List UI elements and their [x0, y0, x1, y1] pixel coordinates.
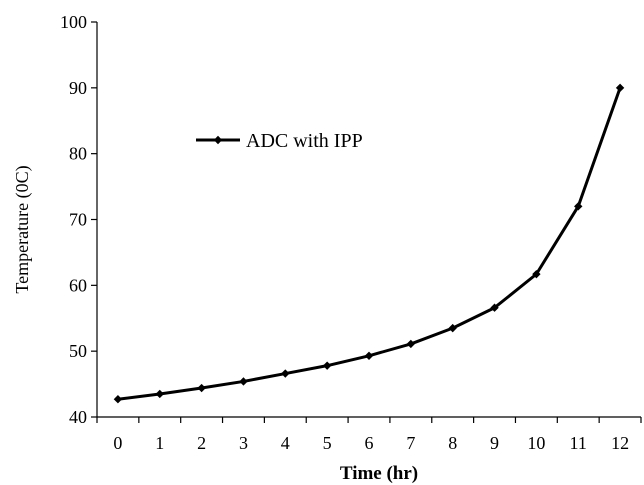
x-tick-label: 12 — [611, 433, 629, 453]
data-point — [281, 369, 290, 378]
data-point — [322, 361, 332, 370]
x-tick-label: 4 — [281, 433, 290, 453]
x-tick-label: 1 — [155, 433, 164, 453]
x-tick-label: 10 — [527, 433, 545, 453]
data-point — [574, 202, 583, 211]
data-point — [197, 383, 206, 393]
legend-label: ADC with IPP — [246, 130, 363, 152]
data-point — [406, 339, 416, 349]
x-axis-title: Time (hr) — [340, 463, 418, 484]
x-tick-label: 5 — [323, 433, 332, 453]
y-tick-label: 100 — [60, 12, 87, 32]
x-tick-label: 0 — [113, 433, 122, 453]
data-point — [364, 351, 374, 360]
data-point — [448, 323, 457, 333]
x-tick-label: 11 — [570, 433, 587, 453]
y-axis: 40 50 60 70 80 90 100 — [60, 12, 98, 427]
y-tick-label: 50 — [69, 341, 87, 361]
data-point — [113, 395, 123, 404]
data-point — [239, 377, 248, 386]
x-tick-label: 2 — [197, 433, 206, 453]
x-tick-label: 7 — [406, 433, 415, 453]
x-tick-label: 9 — [490, 433, 499, 453]
legend-marker — [213, 135, 223, 145]
legend: ADC with IPP — [196, 130, 363, 152]
series-layer — [113, 83, 625, 404]
x-tick-label: 8 — [448, 433, 457, 453]
data-point — [532, 269, 541, 279]
y-tick-label: 90 — [69, 78, 87, 98]
y-tick-label: 60 — [69, 275, 87, 295]
data-point — [615, 83, 625, 93]
y-tick-label: 70 — [69, 210, 87, 230]
data-point — [490, 303, 499, 312]
x-tick-label: 3 — [239, 433, 248, 453]
y-axis-title: Temperature (0C) — [12, 165, 33, 293]
x-tick-label: 6 — [365, 433, 374, 453]
y-tick-label: 40 — [69, 407, 87, 427]
x-axis: 0 1 2 3 4 5 6 7 8 9 10 11 12 — [96, 416, 642, 453]
data-point — [155, 389, 164, 399]
y-tick-label: 80 — [69, 144, 87, 164]
